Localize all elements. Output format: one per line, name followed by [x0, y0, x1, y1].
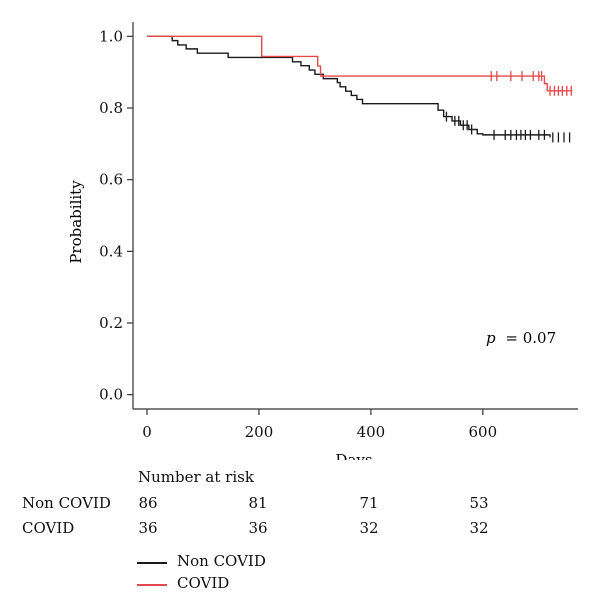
p-value-text: = 0.07: [505, 329, 556, 347]
legend-label: Non COVID: [177, 552, 266, 570]
x-tick-label: 600: [469, 423, 498, 441]
risk-row-label: Non COVID: [22, 494, 111, 512]
legend-label: COVID: [177, 574, 230, 592]
y-tick-label: 0.4: [99, 242, 123, 260]
y-tick-label: 0.2: [99, 314, 123, 332]
y-tick-label: 1.0: [99, 27, 123, 45]
risk-value: 36: [248, 519, 268, 537]
risk-value: 32: [359, 519, 379, 537]
risk-value: 71: [359, 494, 379, 512]
chart-marks: [146, 35, 573, 143]
risk-value: 32: [469, 519, 489, 537]
p-value-annotation: p = 0.07: [486, 329, 556, 347]
risk-row-label: COVID: [22, 519, 75, 537]
y-tick-label: 0.0: [99, 386, 123, 404]
km-chart: 0 200 400 600 0.0 0.2 0.4 0.6 0.8 1.0 Probability…: [67, 22, 578, 460]
p-value-symbol: p: [486, 329, 496, 347]
x-axis-label: Days: [335, 451, 372, 460]
y-axis-label: Probability: [67, 180, 85, 264]
chart-axes: 0 200 400 600 0.0 0.2 0.4 0.6 0.8 1.0: [99, 22, 578, 441]
risk-row-covid: COVID 36 36 32 32: [0, 519, 600, 541]
km-curve-non-covid: [146, 35, 551, 138]
x-tick-label: 200: [245, 423, 274, 441]
y-tick-label: 0.6: [99, 171, 123, 189]
risk-value: 86: [138, 494, 158, 512]
y-tick-label: 0.8: [99, 99, 123, 117]
legend-swatch-covid: [137, 584, 167, 586]
risk-value: 81: [248, 494, 268, 512]
x-tick-label: 0: [142, 423, 152, 441]
x-tick-label: 400: [357, 423, 386, 441]
legend-swatch-non-covid: [137, 562, 167, 564]
risk-table-title: Number at risk: [138, 468, 254, 486]
risk-value: 36: [138, 519, 158, 537]
km-curve-covid: [146, 35, 573, 92]
risk-value: 53: [469, 494, 489, 512]
risk-row-non-covid: Non COVID 86 81 71 53: [0, 494, 600, 516]
